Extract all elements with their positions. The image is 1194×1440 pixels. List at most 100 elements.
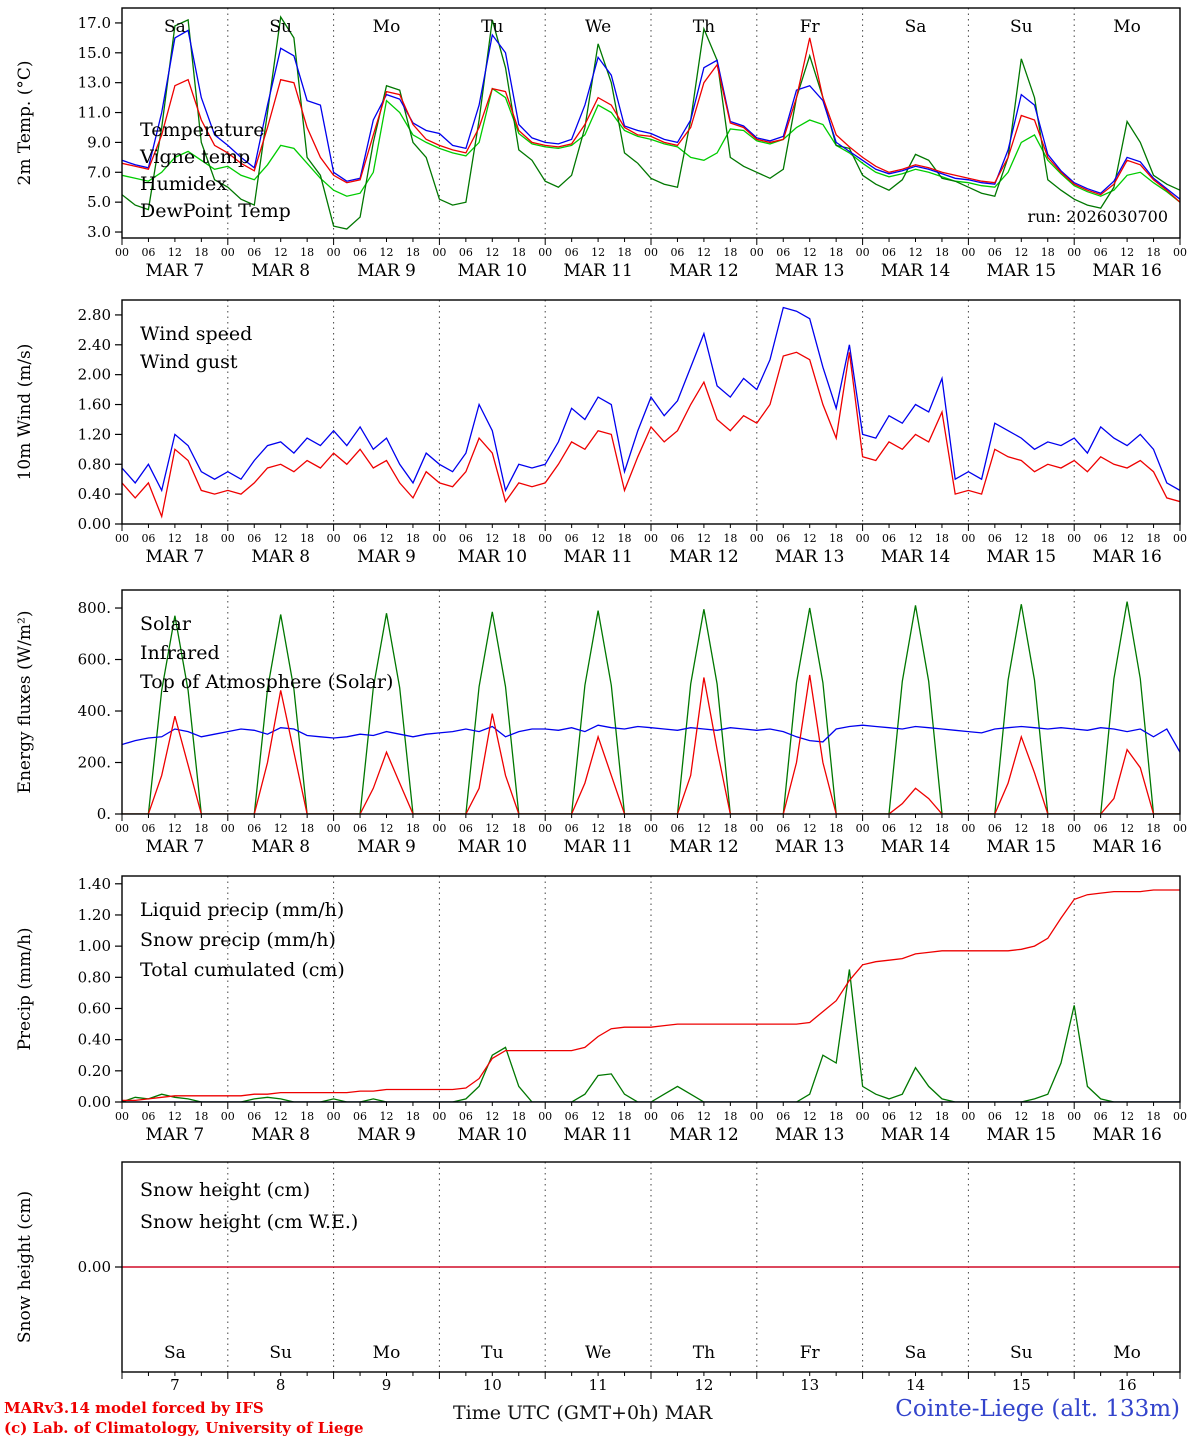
y-tick-label: 0.00 bbox=[78, 1093, 111, 1111]
day-number-label: 9 bbox=[382, 1376, 392, 1394]
hour-tick-label: 18 bbox=[618, 246, 632, 259]
hour-tick-label: 18 bbox=[618, 1110, 632, 1123]
hour-tick-label: 18 bbox=[194, 822, 208, 835]
hour-tick-label: 18 bbox=[829, 246, 843, 259]
day-label: MAR 8 bbox=[251, 1125, 310, 1145]
y-tick-label: 400. bbox=[78, 702, 111, 720]
hour-tick-label: 12 bbox=[1120, 532, 1134, 545]
legend-dewpoint-temp: DewPoint Temp bbox=[140, 200, 291, 222]
legend-liquid-precip-mm-h: Liquid precip (mm/h) bbox=[140, 899, 344, 921]
hour-tick-label: 12 bbox=[591, 1110, 605, 1123]
hour-tick-label: 00 bbox=[221, 246, 235, 259]
hour-tick-label: 06 bbox=[776, 532, 790, 545]
hour-tick-label: 00 bbox=[644, 822, 658, 835]
weekday-label: Mo bbox=[373, 1343, 401, 1363]
day-label: MAR 12 bbox=[669, 547, 739, 567]
hour-tick-label: 18 bbox=[618, 822, 632, 835]
hour-tick-label: 18 bbox=[1147, 246, 1161, 259]
series-total-cumulated bbox=[122, 889, 1180, 1102]
day-number-label: 10 bbox=[483, 1376, 502, 1394]
day-label: MAR 15 bbox=[987, 261, 1057, 281]
hour-tick-label: 00 bbox=[327, 1110, 341, 1123]
hour-tick-label: 00 bbox=[750, 246, 764, 259]
day-label: MAR 8 bbox=[251, 837, 310, 857]
hour-tick-label: 12 bbox=[1120, 1110, 1134, 1123]
hour-tick-label: 18 bbox=[300, 1110, 314, 1123]
hour-tick-label: 00 bbox=[221, 822, 235, 835]
hour-tick-label: 00 bbox=[856, 532, 870, 545]
y-tick-label: 1.00 bbox=[78, 937, 111, 955]
hour-tick-label: 00 bbox=[432, 822, 446, 835]
day-number-label: 7 bbox=[170, 1376, 180, 1394]
hour-tick-label: 18 bbox=[618, 532, 632, 545]
day-number-label: 11 bbox=[589, 1376, 608, 1394]
hour-tick-label: 06 bbox=[1094, 822, 1108, 835]
hour-tick-label: 00 bbox=[856, 246, 870, 259]
hour-tick-label: 06 bbox=[565, 532, 579, 545]
legend-snow-height-cm: Snow height (cm) bbox=[140, 1179, 310, 1201]
hour-tick-label: 00 bbox=[856, 822, 870, 835]
y-tick-label: 0.00 bbox=[78, 515, 111, 533]
hour-tick-label: 06 bbox=[882, 246, 896, 259]
hour-tick-label: 06 bbox=[247, 1110, 261, 1123]
weekday-label: Fr bbox=[800, 1343, 821, 1363]
hour-tick-label: 06 bbox=[988, 1110, 1002, 1123]
y-tick-label: 13.0 bbox=[78, 74, 111, 92]
hour-tick-label: 18 bbox=[829, 1110, 843, 1123]
hour-tick-label: 18 bbox=[194, 246, 208, 259]
hour-tick-label: 06 bbox=[565, 1110, 579, 1123]
day-label: MAR 14 bbox=[881, 1125, 951, 1145]
hour-tick-label: 06 bbox=[670, 532, 684, 545]
hour-tick-label: 12 bbox=[697, 532, 711, 545]
hour-tick-label: 06 bbox=[882, 822, 896, 835]
day-label: MAR 12 bbox=[669, 1125, 739, 1145]
hour-tick-label: 00 bbox=[961, 246, 975, 259]
day-label: MAR 11 bbox=[563, 261, 633, 281]
weekday-label: Sa bbox=[164, 1343, 186, 1363]
y-axis-title: Snow height (cm) bbox=[15, 1191, 35, 1343]
hour-tick-label: 12 bbox=[1120, 822, 1134, 835]
hour-tick-label: 18 bbox=[1147, 532, 1161, 545]
day-label: MAR 11 bbox=[563, 837, 633, 857]
day-label: MAR 11 bbox=[563, 1125, 633, 1145]
y-tick-label: 600. bbox=[78, 651, 111, 669]
hour-tick-label: 18 bbox=[723, 246, 737, 259]
y-tick-label: 0.80 bbox=[78, 968, 111, 986]
hour-tick-label: 06 bbox=[670, 246, 684, 259]
hour-tick-label: 12 bbox=[168, 532, 182, 545]
hour-tick-label: 18 bbox=[512, 822, 526, 835]
legend-snow-precip-mm-h: Snow precip (mm/h) bbox=[140, 929, 336, 951]
hour-tick-label: 18 bbox=[512, 1110, 526, 1123]
panel-temperature: 3.0 5.0 7.0 9.0 11.0 13.0 15.0 17.0 00 06 12 18 00 06… bbox=[15, 7, 1187, 281]
hour-tick-label: 18 bbox=[1041, 246, 1055, 259]
hour-tick-label: 00 bbox=[1067, 822, 1081, 835]
hour-tick-label: 18 bbox=[406, 246, 420, 259]
y-tick-label: 3.0 bbox=[87, 223, 111, 241]
hour-tick-label: 06 bbox=[353, 532, 367, 545]
series-wind-speed bbox=[122, 351, 1180, 519]
day-label: MAR 15 bbox=[987, 837, 1057, 857]
day-label: MAR 10 bbox=[458, 547, 528, 567]
series-temperature bbox=[122, 37, 1180, 203]
weekday-label: Th bbox=[693, 17, 715, 37]
hour-tick-label: 00 bbox=[538, 532, 552, 545]
hour-tick-label: 12 bbox=[591, 822, 605, 835]
temperature-series-group bbox=[122, 15, 1180, 230]
day-label: MAR 12 bbox=[669, 261, 739, 281]
hour-tick-label: 00 bbox=[644, 246, 658, 259]
station-title: Cointe-Liege (alt. 133m) bbox=[895, 1396, 1180, 1422]
hour-tick-label: 00 bbox=[750, 1110, 764, 1123]
hour-tick-label: 12 bbox=[485, 246, 499, 259]
model-credit-line2: (c) Lab. of Climatology, University of L… bbox=[4, 1419, 364, 1437]
y-axis-title: Precip (mm/h) bbox=[15, 927, 35, 1050]
hour-tick-label: 18 bbox=[723, 822, 737, 835]
weekday-label: Mo bbox=[1113, 17, 1141, 37]
y-axis-title: Energy fluxes (W/m²) bbox=[15, 611, 35, 794]
day-label: MAR 16 bbox=[1092, 837, 1162, 857]
precip-series-group bbox=[122, 889, 1180, 1102]
weekday-label: Sa bbox=[905, 17, 927, 37]
y-axis-title: 10m Wind (m/s) bbox=[15, 344, 35, 481]
hour-tick-label: 00 bbox=[1173, 532, 1187, 545]
legend-wind-speed: Wind speed bbox=[140, 323, 252, 345]
hour-tick-label: 18 bbox=[406, 822, 420, 835]
